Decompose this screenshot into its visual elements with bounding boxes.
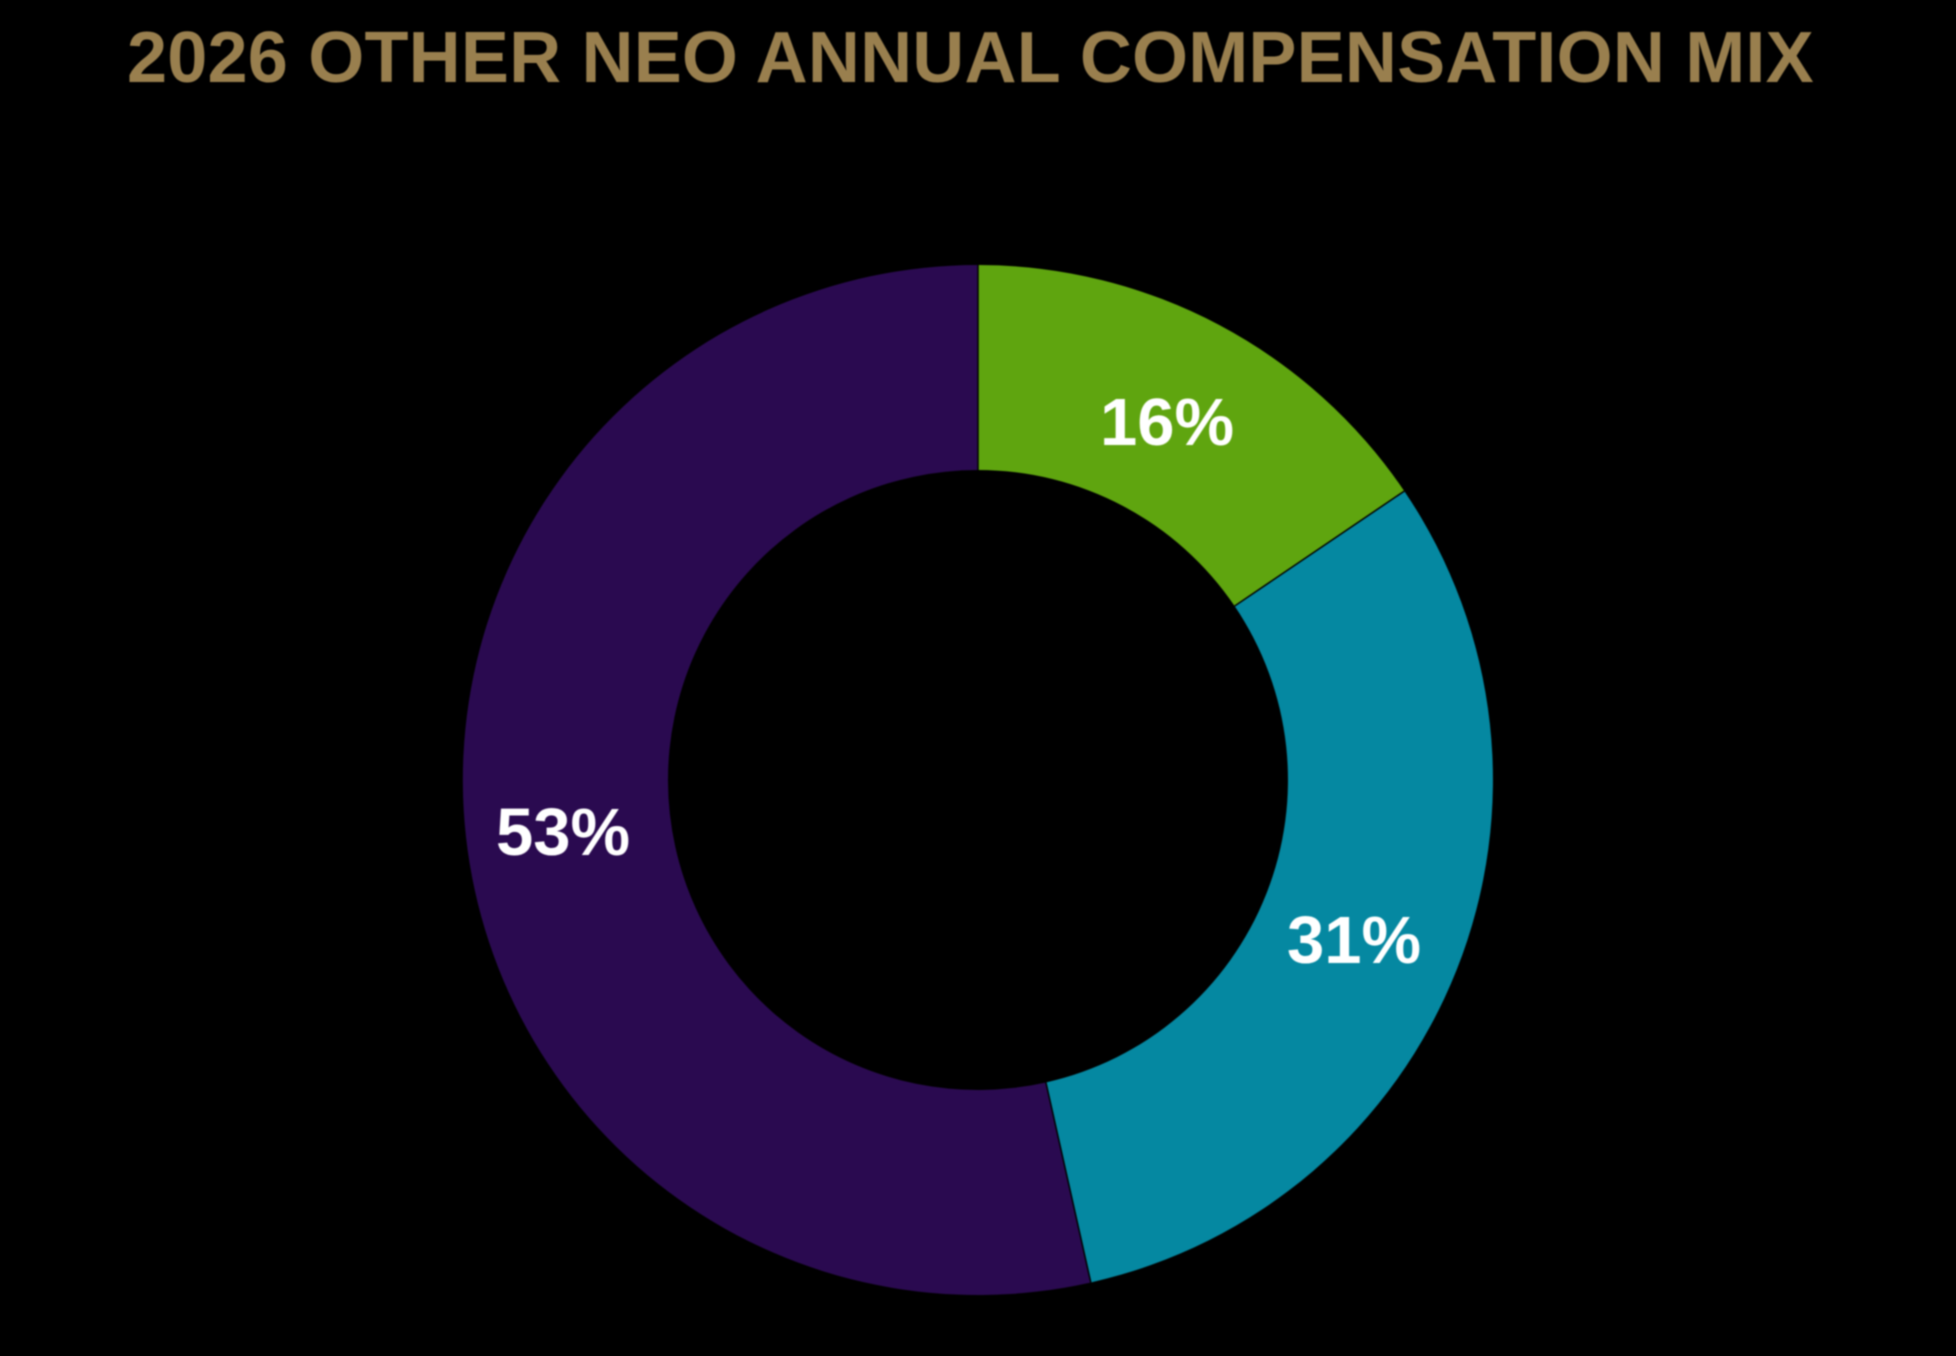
svg-text:31%: 31% [1287, 903, 1421, 978]
svg-text:53%: 53% [496, 795, 630, 870]
svg-text:16%: 16% [1100, 385, 1234, 460]
